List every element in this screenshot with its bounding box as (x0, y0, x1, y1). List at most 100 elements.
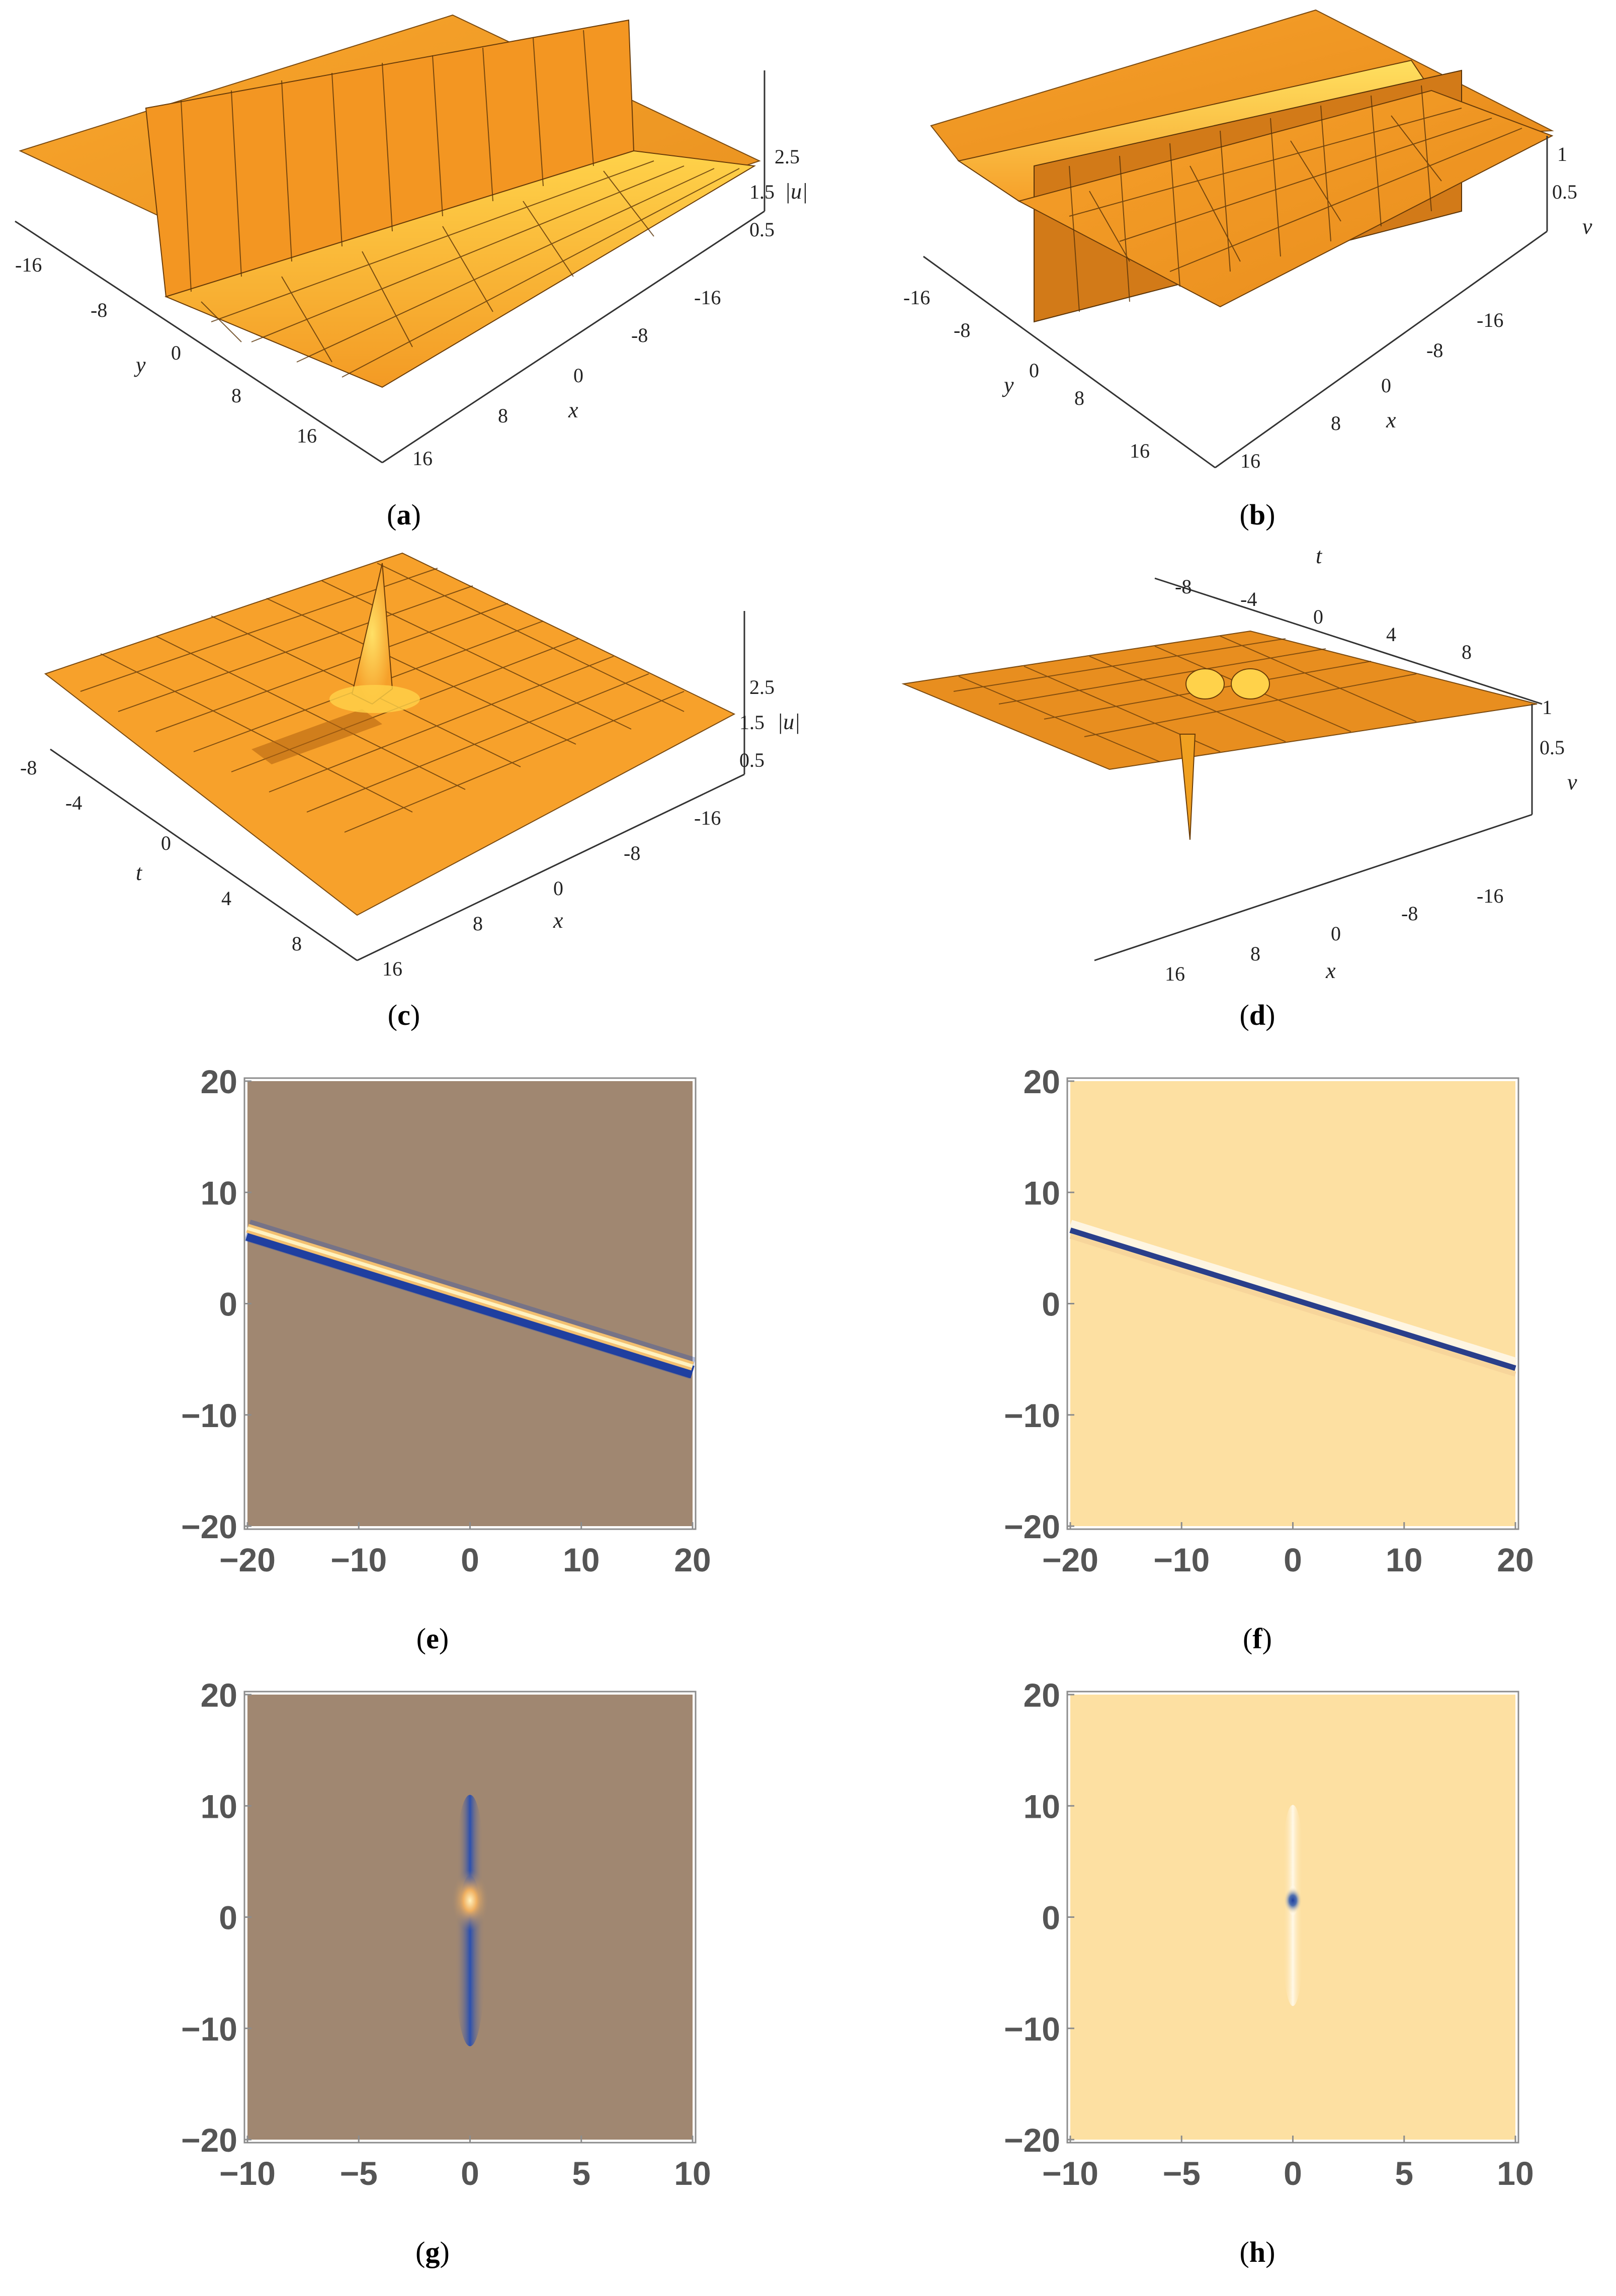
zlabel-a: |u| (785, 179, 808, 204)
z-tick-a-0: 2.5 (775, 145, 800, 168)
panel-h: −10 −5 0 5 10 20 10 0 −10 −20 (808, 1664, 1616, 2233)
x-tick-label-f-4: 20 (1497, 1541, 1534, 1578)
axes-a (15, 70, 766, 464)
x-tick-c-4: 16 (382, 957, 402, 980)
ylabel-b: y (1002, 373, 1014, 397)
t-tick-c-0: -8 (20, 756, 37, 779)
x-tick-a-3: 8 (498, 404, 508, 427)
zlabel-c: |u| (777, 710, 800, 734)
x-tick-label-f-3: 10 (1386, 1541, 1422, 1578)
tlabel-d: t (1316, 544, 1323, 568)
surface-plot-a: -16 -8 0 8 16 y -16 -8 0 8 16 x 2.5 1.5 … (15, 14, 808, 470)
x-tick-b-3: 8 (1331, 412, 1341, 434)
panel-d: -8 -4 0 4 8 t -16 -8 0 8 16 x 1 0.5 v (808, 538, 1616, 1001)
xlabel-c: x (553, 908, 563, 933)
x-tick-a-2: 0 (573, 364, 583, 387)
axes-d-back (1154, 577, 1543, 705)
axes-b (923, 136, 1548, 469)
ridge-core-e (246, 1226, 694, 1368)
xlabel-b: x (1386, 408, 1396, 432)
surface-plane-d (901, 630, 1538, 770)
t-tick-c-4: 8 (292, 932, 302, 955)
x-tick-label-g-1: −5 (340, 2155, 378, 2192)
ridge-core-f (1069, 1227, 1516, 1371)
y-tick-b-0: -16 (903, 286, 930, 309)
y-tick-label-f-1: 10 (1024, 1174, 1060, 1211)
y-tick-b-2: 0 (1029, 359, 1039, 382)
ridge-trough-e (245, 1228, 695, 1379)
x-tick-label-h-1: −5 (1163, 2155, 1201, 2192)
t-tick-d-2: 0 (1313, 605, 1323, 628)
caption-a: (a) (387, 498, 421, 531)
surface-spike-base-c (329, 685, 420, 713)
axes-d (1094, 704, 1533, 961)
x-tick-c-2: 0 (553, 877, 563, 900)
z-tick-c-0: 2.5 (749, 676, 775, 698)
xlabel-d: x (1325, 958, 1336, 983)
t-tick-d-4: 8 (1462, 641, 1472, 663)
y-tick-label-h-4: −20 (1004, 2122, 1060, 2159)
panel-c: -8 -4 0 4 8 t -16 -8 0 8 16 x 2.5 1.5 0.… (0, 538, 808, 1001)
y-tick-a-0: -16 (15, 253, 42, 276)
panel-g: −10 −5 0 5 10 20 10 0 −10 −20 (0, 1664, 808, 2233)
y-tick-label-e-0: 20 (201, 1063, 237, 1100)
y-tick-label-f-0: 20 (1024, 1063, 1060, 1100)
density-plot-e: −20 −10 0 10 20 20 10 0 −10 −20 (181, 1063, 711, 1578)
y-tick-label-f-2: 0 (1042, 1286, 1060, 1323)
x-tick-label-e-2: 0 (461, 1541, 479, 1578)
y-tick-a-1: -8 (91, 299, 107, 321)
caption-h: (h) (1239, 2236, 1275, 2268)
x-tick-label-f-0: −20 (1042, 1541, 1098, 1578)
x-tick-label-e-1: −10 (330, 1541, 387, 1578)
y-tick-label-h-3: −10 (1004, 2010, 1060, 2048)
density-plot-f: −20 −10 0 10 20 20 10 0 −10 −20 (1004, 1063, 1534, 1578)
y-tick-label-e-2: 0 (219, 1286, 237, 1323)
y-tick-label-h-1: 10 (1024, 1788, 1060, 1825)
x-tick-label-e-3: 10 (563, 1541, 600, 1578)
x-tick-a-4: 16 (412, 447, 433, 470)
caption-e: (e) (416, 1622, 449, 1655)
surface-bump-d-1 (1185, 668, 1225, 699)
caption-d: (d) (1239, 999, 1275, 1031)
x-tick-label-g-2: 0 (461, 2155, 479, 2192)
y-tick-label-f-3: −10 (1004, 1397, 1060, 1434)
x-tick-label-e-0: −20 (219, 1541, 276, 1578)
y-tick-b-1: -8 (954, 319, 970, 341)
y-tick-label-g-4: −20 (181, 2122, 237, 2159)
mesh-lines-b (1069, 85, 1522, 312)
z-tick-c-2: 0.5 (739, 749, 764, 771)
x-tick-b-0: -16 (1477, 309, 1503, 331)
surface-front-b (1017, 90, 1554, 308)
y-tick-label-e-3: −10 (181, 1397, 237, 1434)
mesh-lines-a (181, 30, 740, 378)
x-tick-c-3: 8 (473, 912, 483, 935)
tlabel-c: t (136, 860, 143, 885)
x-tick-label-e-4: 20 (674, 1541, 711, 1578)
surface-dip-d (1179, 734, 1196, 840)
z-tick-b-0: 1 (1557, 143, 1567, 165)
x-tick-label-g-0: −10 (219, 2155, 276, 2192)
x-tick-a-1: -8 (631, 324, 648, 346)
x-tick-label-h-0: −10 (1042, 2155, 1098, 2192)
z-tick-d-1: 0.5 (1540, 736, 1565, 759)
lobe-lower-h (1283, 1885, 1303, 2006)
ridge-shadow-f (1069, 1233, 1516, 1377)
panel-e: −20 −10 0 10 20 20 10 0 −10 −20 (0, 1051, 808, 1619)
x-tick-d-2: 0 (1331, 922, 1341, 945)
panel-f: −20 −10 0 10 20 20 10 0 −10 −20 (808, 1051, 1616, 1619)
x-tick-label-h-3: 5 (1395, 2155, 1413, 2192)
y-tick-label-e-4: −20 (181, 1508, 237, 1545)
x-tick-c-0: -16 (694, 807, 721, 829)
y-tick-label-f-4: −20 (1004, 1508, 1060, 1545)
z-tick-a-1: 1.5 (749, 181, 775, 203)
axes-c (50, 611, 745, 961)
z-tick-b-1: 0.5 (1552, 181, 1577, 203)
t-tick-d-0: -8 (1175, 575, 1192, 598)
t-tick-c-2: 0 (161, 832, 171, 854)
x-tick-label-f-1: −10 (1153, 1541, 1210, 1578)
panel-a: -16 -8 0 8 16 y -16 -8 0 8 16 x 2.5 1.5 … (0, 0, 808, 503)
surface-trough-c (251, 709, 382, 764)
caption-g: (g) (415, 2236, 450, 2268)
t-tick-c-3: 4 (221, 887, 231, 910)
xlabel-a: x (568, 398, 578, 422)
